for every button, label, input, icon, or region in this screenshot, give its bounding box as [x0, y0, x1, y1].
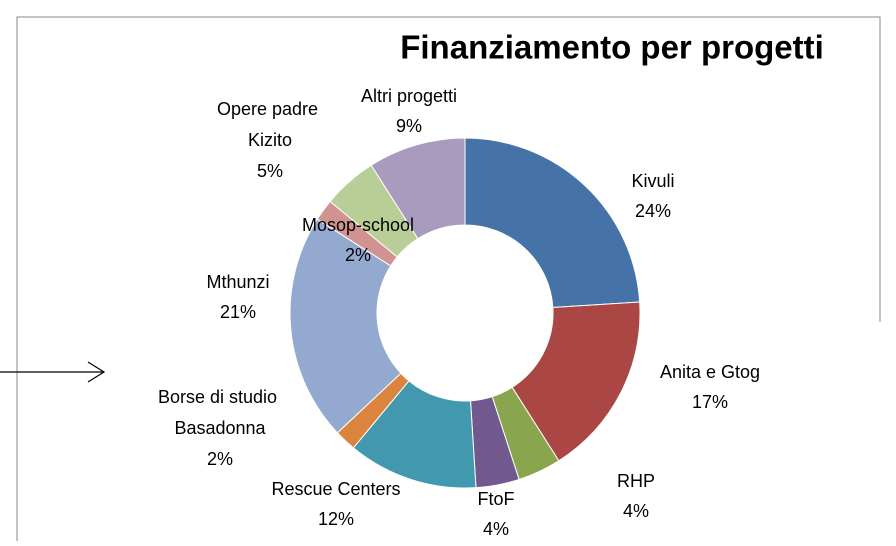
value-label: 5% — [257, 161, 283, 181]
category-label: Mosop-school — [302, 215, 414, 235]
category-label: Mthunzi — [206, 272, 269, 292]
category-label: Borse di studio Basadonna — [158, 387, 282, 438]
chart-frame — [16, 16, 881, 541]
value-label: 4% — [483, 519, 509, 539]
value-label: 2% — [345, 245, 371, 265]
arrow-head — [87, 361, 106, 383]
value-label: 21% — [220, 302, 256, 322]
category-label: RHP — [617, 471, 655, 491]
value-label: 24% — [635, 201, 671, 221]
value-label: 12% — [318, 509, 354, 529]
donut-slice — [370, 137, 466, 240]
value-label: 4% — [623, 501, 649, 521]
donut-slice — [289, 218, 402, 434]
category-label: FtoF — [477, 489, 514, 509]
value-label: 2% — [207, 449, 233, 469]
category-label: Altri progetti — [361, 86, 457, 106]
value-label: 9% — [396, 116, 422, 136]
category-label: Anita e Gtog — [660, 362, 760, 382]
value-label: 17% — [692, 392, 728, 412]
chart-title: Finanziamento per progetti — [400, 29, 824, 66]
category-label: Kivuli — [631, 171, 674, 191]
category-label: Rescue Centers — [271, 479, 400, 499]
donut-slice — [464, 137, 641, 309]
category-label: Opere padre Kizito — [217, 99, 323, 150]
